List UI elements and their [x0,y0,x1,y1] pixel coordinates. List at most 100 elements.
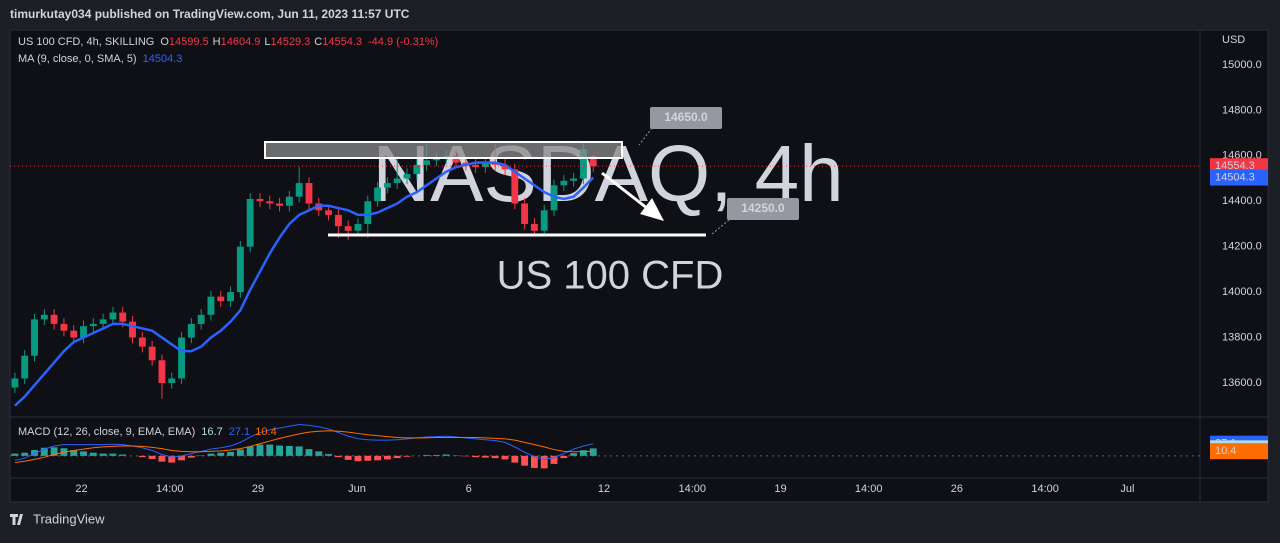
macd-histogram-bar [335,456,342,457]
x-tick-label: 22 [75,483,87,495]
macd-histogram-bar [590,448,597,455]
candle-body [41,315,48,320]
candle-body [570,179,577,181]
macd-histogram-bar [119,454,126,455]
candle-body [335,215,342,226]
macd-histogram-bar [208,454,215,456]
macd-histogram-bar [364,456,371,461]
macd-value: 27.1 [229,426,250,438]
candle-body [100,319,107,324]
ma-value: 14504.3 [143,53,183,65]
macd-histogram-bar [139,456,146,457]
candle-body [286,197,293,206]
candle-body [227,292,234,301]
candle-body [374,188,381,202]
macd-histogram-bar [90,453,97,456]
ma-name: MA (9, close, 0, SMA, 5) [18,53,137,65]
footer-brand: TradingView [33,511,105,526]
candle-body [208,297,215,315]
x-tick-label: 26 [951,483,963,495]
candle-body [237,247,244,292]
macd-histogram-bar [345,456,352,460]
macd-histogram-bar [315,451,322,455]
candle-body [70,331,77,338]
macd-histogram-bar [21,453,28,456]
candle-body [325,210,332,215]
price-tag-label: 10.4 [1215,445,1236,457]
legend-change: -44.9 (-0.31%) [368,36,438,48]
candle-body [129,322,136,338]
candle-body [404,174,411,179]
macd-histogram-bar [374,456,381,460]
y-tick-label: 15000.0 [1222,59,1262,71]
candle-body [51,315,58,324]
candle-body [364,201,371,224]
candle-body [394,179,401,184]
macd-name: MACD (12, 26, close, 9, EMA, EMA) [18,426,195,438]
candle-body [188,324,195,338]
macd-histogram-bar [394,456,401,458]
x-tick-label: Jun [348,483,366,495]
macd-histogram-bar [159,456,166,462]
macd-histogram-bar [227,452,234,456]
candle-body [168,378,175,383]
macd-histogram-bar [100,454,107,456]
resistance-box [265,142,622,158]
candle-body [159,360,166,383]
ma-legend: MA (9, close, 0, SMA, 5) 14504.3 [18,53,182,65]
candle-body [139,338,146,347]
macd-histogram-bar [433,455,440,456]
y-tick-label: 14200.0 [1222,241,1262,253]
macd-histogram-bar [266,445,273,456]
candle-body [149,347,156,361]
macd-histogram-bar [286,446,293,456]
macd-histogram-bar [188,456,195,458]
macd-histogram-bar [325,454,332,456]
macd-histogram-bar [511,456,518,463]
price-tag-label: 14504.3 [1215,171,1255,183]
x-tick-label: 6 [466,483,472,495]
x-tick-label: 29 [252,483,264,495]
candle-body [531,224,538,231]
candle-body [178,338,185,379]
macd-histogram-bar [217,453,224,456]
legend-value: 14604.9 [221,36,261,48]
macd-histogram-bar [472,456,479,457]
x-tick-label: 19 [774,483,786,495]
legend-value: 14554.3 [322,36,362,48]
macd-histogram-bar [423,455,430,456]
macd-histogram-bar [296,446,303,455]
candle-body [560,181,567,186]
legend-key: H [213,36,221,48]
macd-histogram-bar [306,449,313,456]
candle-body [90,324,97,326]
macd-histogram-bar [443,454,450,455]
macd-histogram-bar [482,456,489,458]
currency: USD [1222,34,1245,46]
candle-body [247,199,254,247]
candle-body [198,315,205,324]
macd-histogram-bar [521,456,528,466]
macd-histogram-bar [247,446,254,455]
macd-histogram-bar [492,456,499,458]
y-tick-label: 13800.0 [1222,331,1262,343]
macd-histogram-bar [237,450,244,456]
x-tick-label: 14:00 [156,483,184,495]
macd-histogram-bar [109,454,116,456]
y-tick-label: 14000.0 [1222,286,1262,298]
x-tick-label: Jul [1120,483,1134,495]
macd-histogram-bar [355,456,362,461]
y-tick-label: 14800.0 [1222,104,1262,116]
candle-body [345,226,352,231]
watermark: US 100 CFD [497,254,724,298]
y-tick-label: 14400.0 [1222,195,1262,207]
candle-body [11,378,18,387]
macd-histogram-bar [11,454,18,456]
x-tick-label: 14:00 [1031,483,1059,495]
macd-histogram-bar [384,456,391,460]
candle-body [217,297,224,302]
legend-value: 14529.3 [271,36,311,48]
